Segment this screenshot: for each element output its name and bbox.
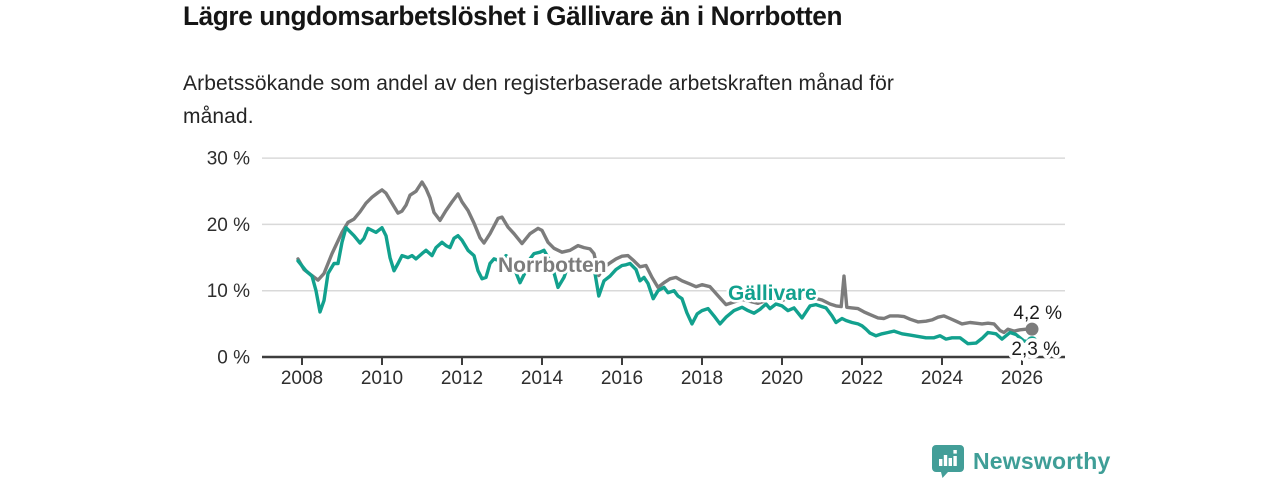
series-label-norrbotten: Norrbotten: [498, 254, 607, 277]
y-tick-label-20: 20 %: [207, 215, 250, 236]
y-tick-label-0: 0 %: [217, 348, 250, 369]
end-label-gallivare: 2,3 %: [1011, 339, 1060, 360]
y-tick-label-30: 30 %: [207, 149, 250, 170]
end-dot-gällivare: [1026, 336, 1038, 348]
brand-name: Newsworthy: [973, 447, 1111, 474]
x-tick-label-2014: 2014: [521, 368, 564, 389]
x-tick-label-2024: 2024: [921, 368, 964, 389]
x-tick-label-2022: 2022: [841, 368, 883, 389]
x-tick-label-2026: 2026: [1001, 368, 1043, 389]
series-line-gällivare: [296, 225, 1034, 346]
end-label-norrbotten: 4,2 %: [1013, 303, 1062, 324]
chart-subtitle-line1: Arbetssökande som andel av den registerb…: [183, 72, 895, 95]
brand-lockup[interactable]: Newsworthy: [932, 444, 1110, 478]
x-tick-label-2020: 2020: [761, 368, 803, 389]
chart-subtitle-line2: månad.: [183, 105, 254, 128]
chart-subtitle: Arbetssökande som andel av den registerb…: [183, 67, 894, 133]
x-tick-label-2018: 2018: [681, 368, 723, 389]
end-dot-norrbotten: [1025, 322, 1039, 336]
series-label-gällivare: Gällivare: [728, 282, 817, 305]
x-tick-label-2012: 2012: [441, 368, 483, 389]
newsworthy-badge-icon: [932, 445, 964, 478]
x-tick-label-2010: 2010: [361, 368, 403, 389]
x-tick-label-2008: 2008: [281, 368, 323, 389]
y-tick-label-10: 10 %: [207, 281, 250, 302]
series-line-norrbotten: [296, 180, 1034, 335]
x-tick-label-2016: 2016: [601, 368, 643, 389]
chart-title: Lägre ungdomsarbetslöshet i Gällivare än…: [183, 1, 843, 31]
